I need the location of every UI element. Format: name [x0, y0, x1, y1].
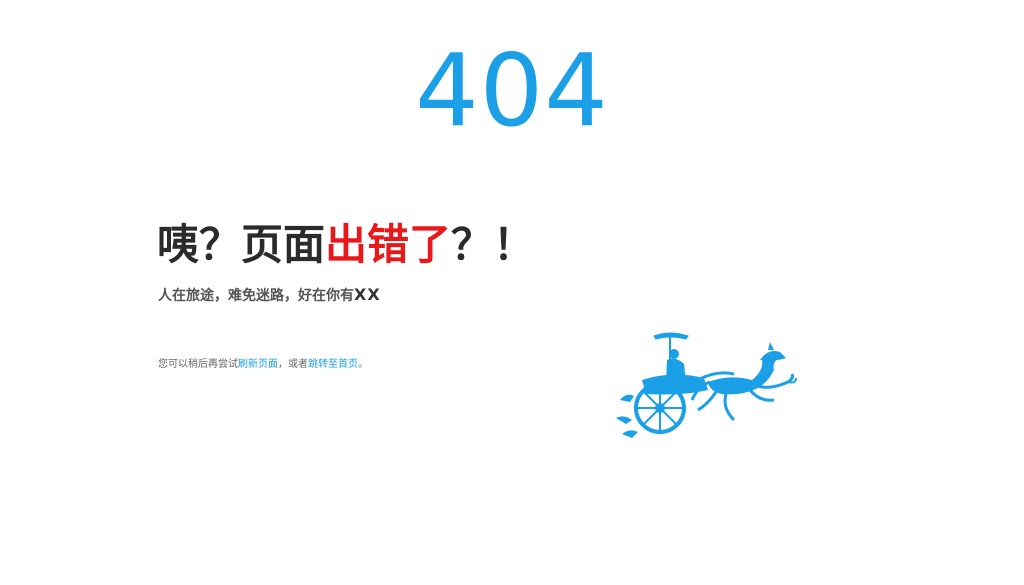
subline-brand: XX: [354, 285, 381, 304]
headline-error-highlight: 出错了: [325, 220, 452, 269]
headline-lead: 咦？页面: [157, 220, 326, 269]
refresh-page-link[interactable]: 刷新页面: [238, 359, 278, 370]
go-home-link[interactable]: 跳转至首页: [308, 359, 358, 370]
horse-chariot-icon: [616, 332, 797, 438]
hint-suffix: 。: [358, 359, 368, 370]
hint-middle: ，或者: [278, 359, 308, 370]
headline-punctuation: ？！: [451, 220, 536, 269]
error-subline: 人在旅途，难免迷路，好在你有XX: [158, 285, 381, 306]
error-headline: 咦？页面出错了？！: [157, 219, 535, 271]
subline-text: 人在旅途，难免迷路，好在你有: [158, 288, 354, 304]
error-hint: 您可以稍后再尝试刷新页面，或者跳转至首页。: [158, 358, 368, 372]
error-code: 404: [415, 32, 609, 149]
hint-prefix: 您可以稍后再尝试: [158, 359, 238, 370]
